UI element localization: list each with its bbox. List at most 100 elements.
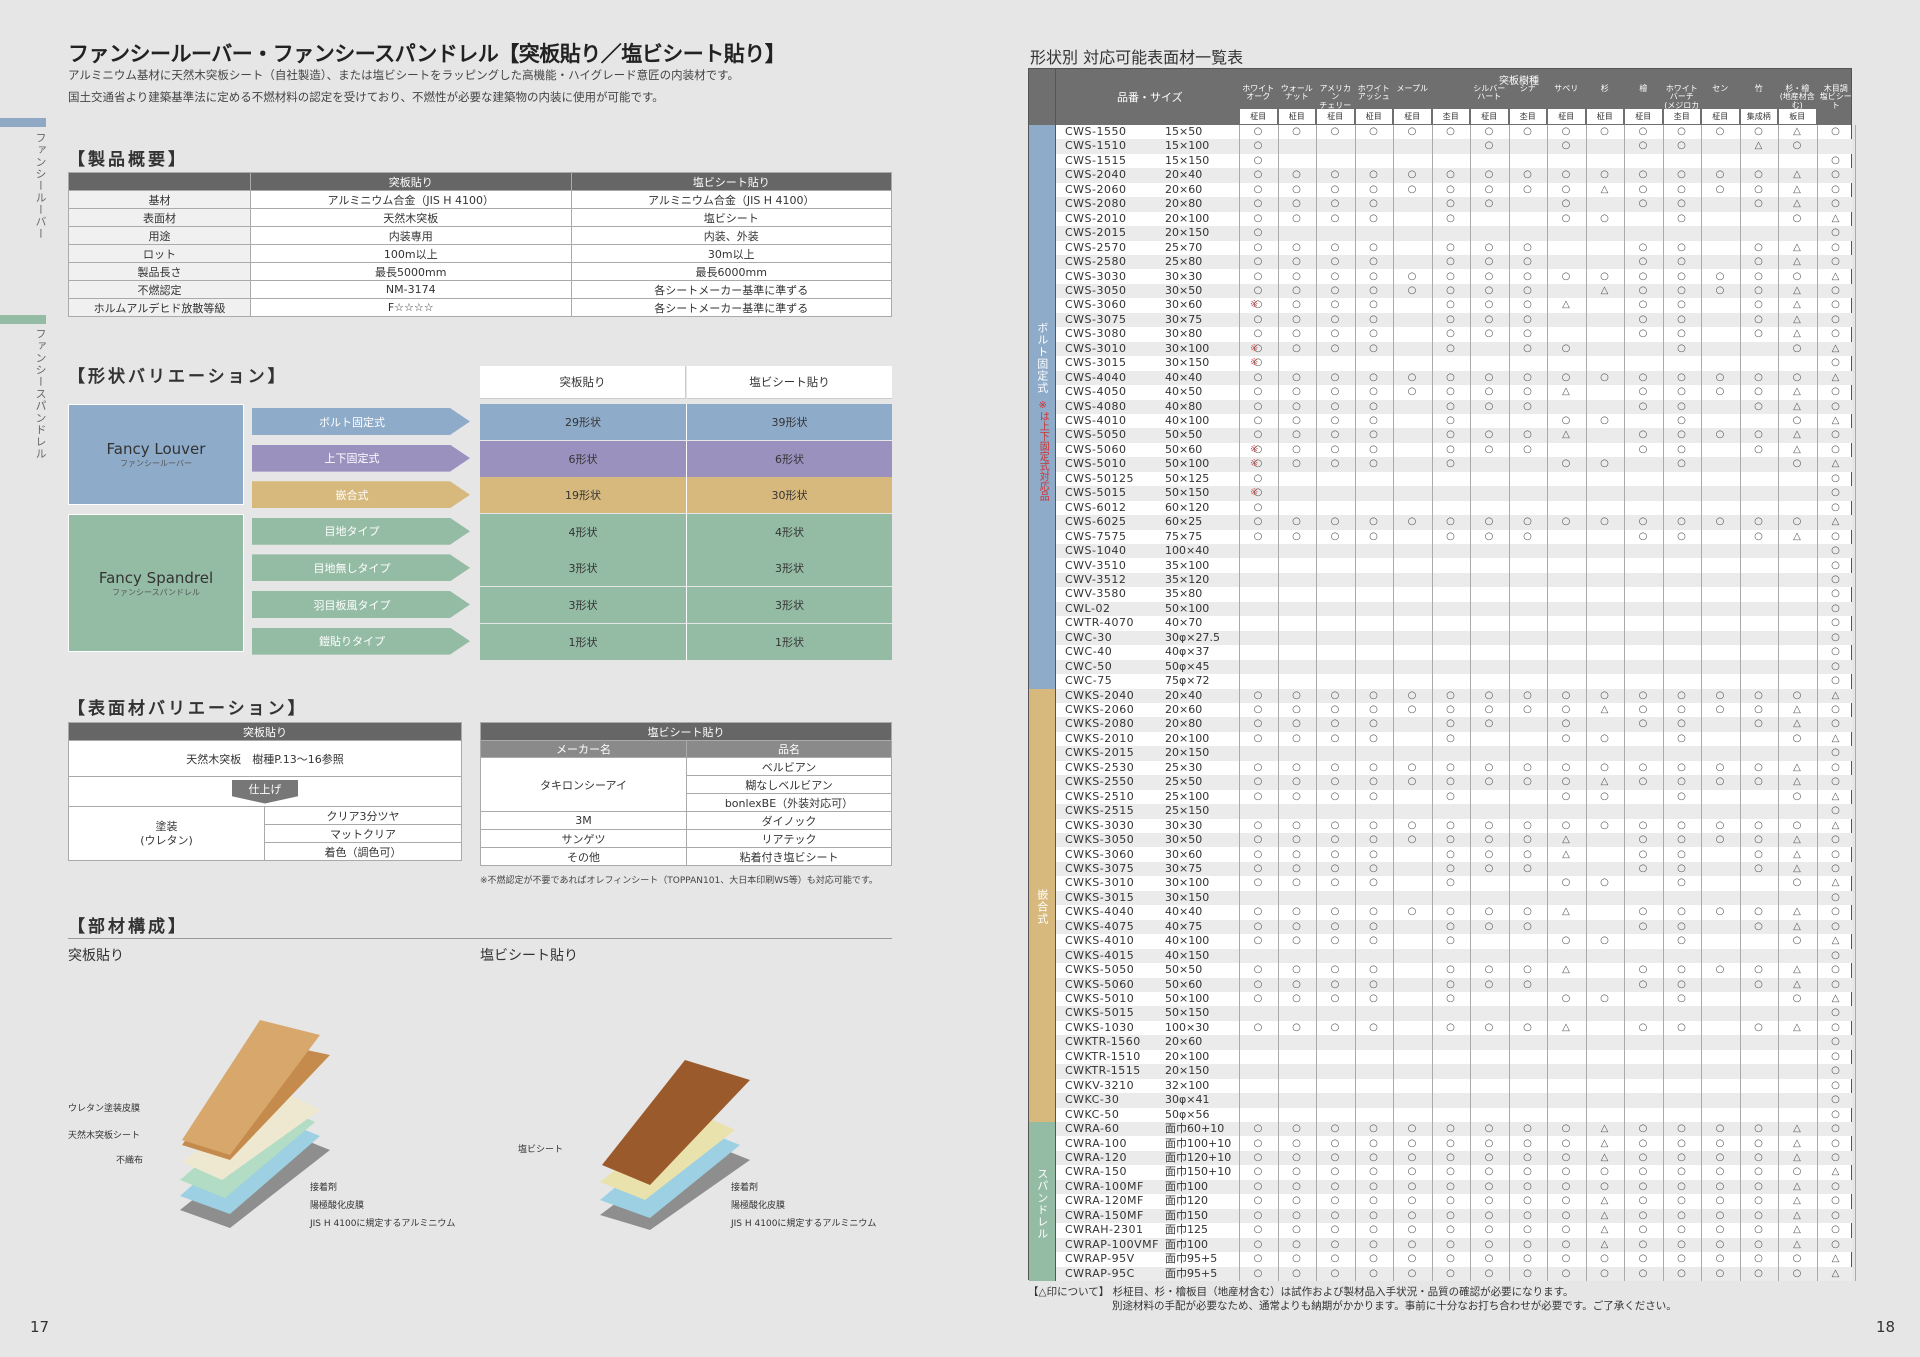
product-size: 50×60	[1165, 977, 1203, 991]
availability-mark: ○	[1561, 1180, 1571, 1192]
matrix-column-header: ホワイト アッシュ	[1355, 84, 1394, 102]
product-code: CWKS-5050	[1065, 963, 1135, 977]
availability-mark: ○	[1253, 1123, 1263, 1135]
product-code: CWRA-100	[1065, 1136, 1128, 1150]
overview-row-label: 基材	[68, 190, 251, 209]
matrix-row: CWRA-100 面巾100+10 ○ ○ ○ ○ ○ ○ ○ ○ ○ △ ○ ○ ○ ○ △ ○	[1055, 1137, 1852, 1151]
product-size: 25×150	[1165, 804, 1210, 818]
availability-mark: △	[1600, 776, 1609, 788]
availability-mark: △	[1831, 1267, 1840, 1279]
side-tab-louver[interactable]	[0, 118, 46, 127]
availability-mark: ○	[1330, 299, 1340, 311]
availability-mark: ○	[1330, 790, 1340, 802]
shape-arrow: ボルト固定式	[252, 408, 470, 435]
fixed-mark: ※	[1250, 342, 1259, 354]
availability-mark: ○	[1330, 241, 1340, 253]
availability-mark: ○	[1638, 834, 1648, 846]
shape-arrow: 鎧貼りタイプ	[252, 628, 470, 655]
availability-mark: ○	[1600, 761, 1609, 773]
availability-mark: ○	[1831, 891, 1840, 903]
product-code: CWKS-2060	[1065, 703, 1135, 716]
availability-mark: △	[1562, 299, 1570, 311]
product-size: 30×100	[1165, 876, 1210, 890]
availability-mark: ○	[1253, 169, 1263, 181]
availability-mark: ○	[1484, 1253, 1494, 1265]
availability-mark: ○	[1638, 1238, 1648, 1250]
availability-mark: ○	[1446, 386, 1455, 398]
product-code: CWS-2040	[1065, 168, 1127, 182]
availability-mark: ○	[1677, 1166, 1686, 1178]
availability-mark: ○	[1292, 978, 1301, 990]
product-size: 50φ×56	[1165, 1107, 1210, 1121]
section-title-overview: 【製品概要】	[68, 150, 188, 170]
availability-mark: ○	[1792, 935, 1802, 947]
availability-mark: ○	[1446, 530, 1455, 542]
availability-mark: ○	[1754, 371, 1763, 383]
overview-cell: 内装、外装	[570, 226, 892, 245]
availability-mark: ○	[1446, 313, 1455, 325]
availability-mark: ○	[1677, 718, 1686, 730]
availability-mark: ○	[1292, 935, 1301, 947]
availability-mark: ○	[1523, 834, 1532, 846]
availability-mark: ○	[1600, 516, 1609, 528]
availability-mark: ○	[1831, 1021, 1840, 1033]
availability-mark: ○	[1446, 1021, 1455, 1033]
availability-mark: △	[1793, 862, 1801, 874]
matrix-row: CWKTR-1510 20×100 ○	[1055, 1050, 1852, 1064]
availability-mark: ○	[1754, 689, 1763, 701]
fancy-spandrel-jp: ファンシースパンドレル	[112, 587, 200, 597]
parts-label-veneer: ウレタン塗装皮膜	[68, 1104, 141, 1114]
availability-mark: ○	[1561, 1224, 1571, 1236]
product-size: 50×100	[1165, 601, 1210, 615]
product-size: 30×50	[1165, 283, 1203, 297]
availability-mark: ○	[1754, 704, 1763, 715]
overview-header: 塩ビシート貼り	[570, 172, 892, 191]
availability-mark: ○	[1677, 862, 1686, 874]
shape-label: 目地タイプ	[324, 525, 380, 539]
availability-mark: ○	[1253, 920, 1263, 932]
maker-cell: 3M	[480, 811, 687, 830]
availability-mark: △	[1793, 1195, 1801, 1207]
availability-mark: ○	[1677, 819, 1686, 831]
availability-mark: ○	[1369, 516, 1378, 528]
side-tab-spandrel[interactable]	[0, 315, 46, 324]
matrix-row: CWKTR-1560 20×60 ○	[1055, 1035, 1852, 1050]
matrix-category-note: ※は上下固定式対応品	[1037, 400, 1049, 502]
availability-mark: ○	[1292, 790, 1301, 802]
overview-row-label: 表面材	[68, 208, 251, 227]
matrix-column-grain: 柾目	[1702, 109, 1739, 124]
matrix-column-name: 檜	[1639, 84, 1648, 93]
page-number-right: 18	[1876, 1318, 1896, 1336]
availability-mark: ○	[1638, 270, 1648, 282]
availability-mark: ○	[1831, 256, 1840, 268]
availability-mark: △	[1793, 776, 1801, 788]
availability-mark: ○	[1369, 1151, 1378, 1163]
availability-mark: ○	[1561, 704, 1571, 715]
product-code: CWS-4050	[1065, 385, 1127, 399]
product-code: CWS-3075	[1065, 312, 1127, 326]
product-size: 50×150	[1165, 1006, 1210, 1020]
availability-mark: ○	[1484, 198, 1494, 210]
availability-mark: ○	[1446, 704, 1455, 715]
availability-mark: ○	[1446, 443, 1455, 455]
availability-mark: ○	[1484, 964, 1494, 976]
availability-mark: ○	[1523, 516, 1532, 528]
product-code: CWKS-2550	[1065, 775, 1135, 789]
availability-mark: ○	[1638, 1195, 1648, 1207]
product-code: CWKS-4015	[1065, 948, 1135, 962]
matrix-row: CWRA-120 面巾120+10 ○ ○ ○ ○ ○ ○ ○ ○ ○ △ ○ ○ ○ ○ △ ○	[1055, 1150, 1852, 1166]
overview-cell: 天然木突板	[250, 208, 572, 227]
availability-mark: ○	[1561, 689, 1571, 701]
availability-mark: ○	[1446, 1224, 1455, 1236]
availability-mark: ○	[1484, 1137, 1494, 1149]
side-label-spandrel: ファンシースパンドレル	[34, 328, 47, 460]
availability-mark: ○	[1253, 501, 1263, 513]
availability-mark: ○	[1330, 371, 1340, 383]
availability-mark: ○	[1715, 1151, 1725, 1163]
availability-mark: ○	[1330, 1224, 1340, 1236]
availability-mark: ○	[1523, 761, 1532, 773]
product-size: 面巾125	[1165, 1223, 1208, 1237]
availability-mark: ○	[1292, 386, 1301, 398]
availability-mark: ○	[1831, 429, 1840, 441]
overview-cell: 各シートメーカー基準に準ずる	[570, 280, 892, 299]
